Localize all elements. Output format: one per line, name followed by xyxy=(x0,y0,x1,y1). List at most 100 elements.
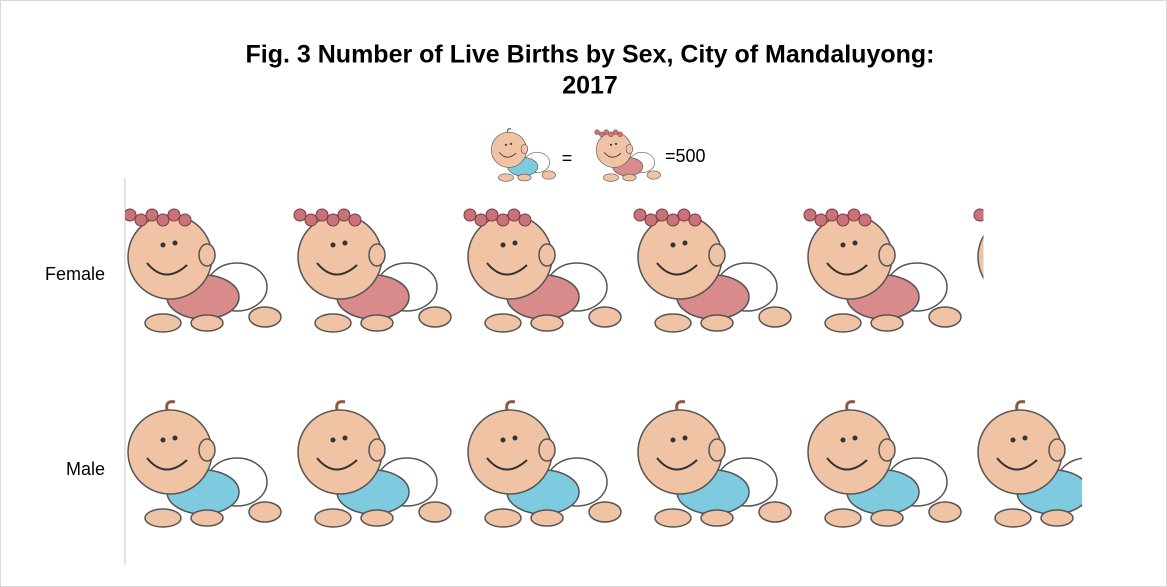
hand xyxy=(1040,509,1074,527)
hand xyxy=(190,314,224,332)
mouth xyxy=(996,457,1038,471)
flower xyxy=(836,213,850,227)
eye xyxy=(160,437,166,443)
category-label: Female xyxy=(45,264,105,284)
baby-icon xyxy=(467,400,622,528)
eye xyxy=(330,242,336,248)
eye xyxy=(609,143,613,146)
pictogram-row xyxy=(125,208,984,333)
mouth xyxy=(486,262,528,276)
eye xyxy=(840,242,846,248)
chart-title: Fig. 3 Number of Live Births by Sex, Cit… xyxy=(246,41,935,69)
baby-icon xyxy=(127,400,282,528)
hand xyxy=(314,313,352,333)
flower xyxy=(315,208,329,222)
eye xyxy=(330,437,336,443)
hand xyxy=(870,314,904,332)
hand xyxy=(144,508,182,528)
legend-equals: = xyxy=(562,148,573,168)
hand xyxy=(700,314,734,332)
flower xyxy=(507,208,521,222)
foot xyxy=(758,306,792,328)
flower xyxy=(156,213,170,227)
foot xyxy=(588,306,622,328)
hair xyxy=(1015,400,1026,411)
mouth xyxy=(486,457,528,471)
category-label: Male xyxy=(66,459,105,479)
foot xyxy=(418,306,452,328)
ear xyxy=(198,243,216,267)
flower xyxy=(326,213,340,227)
flower xyxy=(134,213,148,227)
baby-icon xyxy=(125,208,282,333)
hand xyxy=(314,508,352,528)
chart-title: 2017 xyxy=(562,72,618,100)
hand xyxy=(530,509,564,527)
hair xyxy=(845,400,856,411)
flower xyxy=(125,208,137,222)
flower xyxy=(825,208,839,222)
hair xyxy=(335,400,346,411)
flower xyxy=(496,213,510,227)
hand xyxy=(824,508,862,528)
mouth xyxy=(603,152,622,158)
foot xyxy=(418,501,452,523)
hand xyxy=(824,313,862,333)
ear xyxy=(538,438,556,462)
pictogram-row xyxy=(127,400,1083,528)
eye xyxy=(840,437,846,443)
mouth xyxy=(316,262,358,276)
head xyxy=(977,234,984,280)
ear xyxy=(708,243,726,267)
flower xyxy=(677,208,691,222)
flower xyxy=(474,213,488,227)
baby-icon xyxy=(463,208,622,333)
flower xyxy=(655,208,669,222)
eye xyxy=(500,242,506,248)
flower xyxy=(847,208,861,222)
flower xyxy=(463,208,477,222)
flower xyxy=(814,213,828,227)
hand xyxy=(498,173,514,182)
mouth xyxy=(146,457,188,471)
eye xyxy=(682,240,688,246)
baby-icon xyxy=(977,400,1083,528)
hair xyxy=(675,400,686,411)
flower xyxy=(348,213,362,227)
foot xyxy=(928,501,962,523)
eye xyxy=(670,437,676,443)
flower xyxy=(293,208,307,222)
eye xyxy=(1010,437,1016,443)
hand xyxy=(144,313,182,333)
foot xyxy=(588,501,622,523)
hand xyxy=(622,173,637,182)
ear xyxy=(538,243,556,267)
foot xyxy=(248,501,282,523)
ear xyxy=(708,438,726,462)
flower xyxy=(608,131,614,138)
hair xyxy=(165,400,176,411)
foot xyxy=(248,306,282,328)
baby-icon xyxy=(973,208,984,280)
ear xyxy=(198,438,216,462)
flower xyxy=(973,208,984,222)
eye xyxy=(342,435,348,441)
flower xyxy=(612,129,619,135)
eye xyxy=(682,435,688,441)
flower xyxy=(598,131,605,138)
hand xyxy=(870,509,904,527)
eye xyxy=(342,240,348,246)
foot xyxy=(928,306,962,328)
mouth xyxy=(656,457,698,471)
legend-unit: =500 xyxy=(665,146,706,166)
eye xyxy=(172,240,178,246)
flower xyxy=(688,213,702,227)
foot xyxy=(646,170,661,180)
baby-icon xyxy=(637,400,792,528)
baby-icon xyxy=(490,128,556,182)
ear xyxy=(368,438,386,462)
flower xyxy=(167,208,181,222)
ear xyxy=(368,243,386,267)
mouth xyxy=(146,262,188,276)
